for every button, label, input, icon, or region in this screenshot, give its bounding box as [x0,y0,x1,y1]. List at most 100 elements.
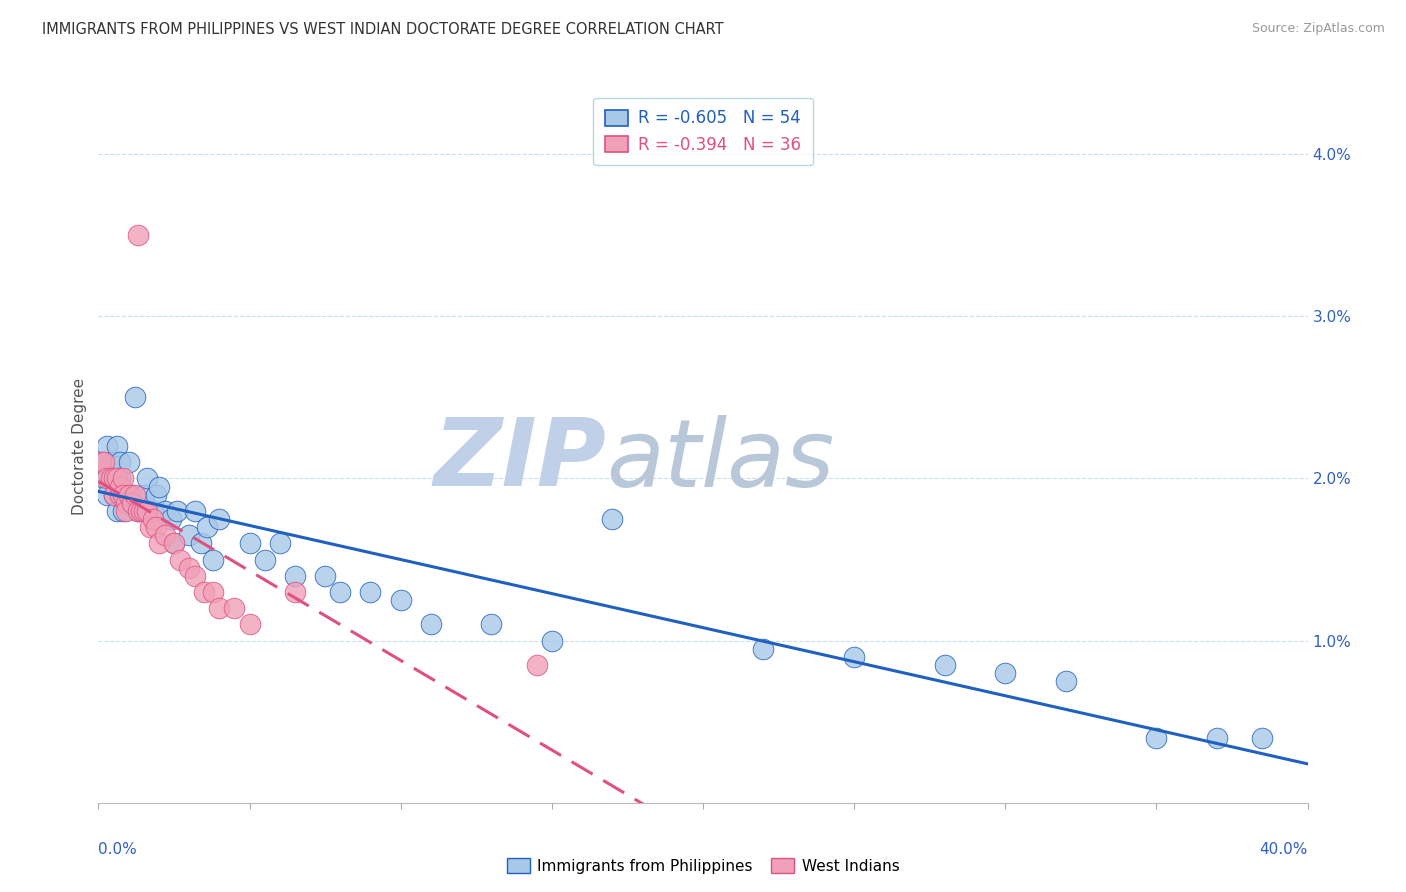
Point [602,512,624,526]
Text: ZIP: ZIP [433,414,606,507]
Point [1054,674,1077,689]
Point [420,617,443,632]
Point [360,585,382,599]
Point [153,504,176,518]
Point [129,504,152,518]
Y-axis label: Doctorate Degree: Doctorate Degree [72,377,87,515]
Point [127,228,149,243]
Point [103,471,125,485]
Point [108,479,131,493]
Point [389,593,412,607]
Point [103,471,125,485]
Point [1144,731,1167,745]
Point [108,455,131,469]
Point [111,504,134,518]
Point [129,496,152,510]
Point [202,585,225,599]
Point [752,641,775,656]
Point [148,479,170,493]
Point [163,536,186,550]
Point [195,520,218,534]
Point [145,520,167,534]
Point [179,560,201,574]
Legend: Immigrants from Philippines, West Indians: Immigrants from Philippines, West Indian… [501,852,905,880]
Point [93,455,115,469]
Point [184,568,207,582]
Point [114,496,136,510]
Point [314,568,336,582]
Point [111,471,134,485]
Point [108,471,131,485]
Point [540,633,562,648]
Point [1251,731,1274,745]
Point [193,585,215,599]
Point [118,488,141,502]
Point [239,536,262,550]
Point [284,585,307,599]
Point [118,455,141,469]
Point [135,471,157,485]
Point [153,528,176,542]
Point [114,504,136,518]
Point [96,439,118,453]
Point [208,601,231,615]
Point [481,617,503,632]
Point [127,504,149,518]
Point [184,504,207,518]
Point [105,471,128,485]
Point [190,536,212,550]
Point [105,504,128,518]
Point [121,496,143,510]
Point [142,512,165,526]
Point [114,488,136,502]
Text: 0.0%: 0.0% [98,842,138,856]
Point [90,455,112,469]
Point [253,552,276,566]
Point [269,536,291,550]
Point [148,536,170,550]
Point [139,520,162,534]
Point [100,455,122,469]
Text: atlas: atlas [606,415,835,506]
Point [132,504,155,518]
Point [166,504,188,518]
Text: IMMIGRANTS FROM PHILIPPINES VS WEST INDIAN DOCTORATE DEGREE CORRELATION CHART: IMMIGRANTS FROM PHILIPPINES VS WEST INDI… [42,22,724,37]
Point [202,552,225,566]
Point [135,504,157,518]
Point [224,601,246,615]
Text: Source: ZipAtlas.com: Source: ZipAtlas.com [1251,22,1385,36]
Point [208,512,231,526]
Point [844,649,866,664]
Point [163,536,186,550]
Point [994,666,1017,681]
Point [934,657,956,672]
Point [329,585,352,599]
Point [124,488,146,502]
Point [127,504,149,518]
Point [1206,731,1229,745]
Point [111,488,134,502]
Point [526,657,548,672]
Legend: R = -0.605   N = 54, R = -0.394   N = 36: R = -0.605 N = 54, R = -0.394 N = 36 [593,97,813,165]
Point [108,488,131,502]
Point [93,471,115,485]
Point [132,488,155,502]
Point [239,617,262,632]
Point [142,504,165,518]
Point [124,390,146,404]
Point [96,471,118,485]
Point [103,488,125,502]
Point [103,488,125,502]
Point [100,471,122,485]
Point [284,568,307,582]
Point [96,488,118,502]
Point [179,528,201,542]
Point [169,552,191,566]
Point [105,439,128,453]
Point [121,488,143,502]
Point [160,512,183,526]
Point [111,488,134,502]
Text: 40.0%: 40.0% [1260,842,1308,856]
Point [90,455,112,469]
Point [145,488,167,502]
